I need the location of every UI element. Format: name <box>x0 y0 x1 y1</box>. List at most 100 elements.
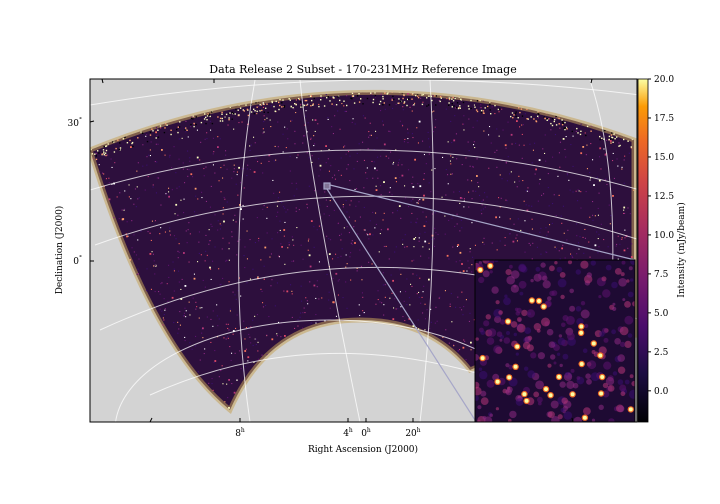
edge-noise <box>426 97 428 99</box>
source-pixel <box>178 138 180 140</box>
edge-noise <box>535 120 537 122</box>
source-pixel <box>428 248 430 250</box>
source-pixel <box>222 237 224 239</box>
source-pixel <box>235 221 237 223</box>
source-pixel <box>379 233 381 235</box>
edge-noise <box>131 141 134 144</box>
source-pixel <box>633 189 634 191</box>
source-pixel <box>382 124 384 126</box>
inset-source <box>579 330 584 335</box>
source-pixel <box>510 171 512 173</box>
inset-source <box>582 415 587 420</box>
source-pixel <box>471 180 473 182</box>
source-pixel <box>572 257 574 259</box>
edge-noise <box>417 96 420 99</box>
source-pixel <box>239 333 241 335</box>
source-pixel <box>187 136 189 138</box>
edge-noise <box>406 104 408 107</box>
edge-noise <box>304 99 306 102</box>
source-pixel <box>290 120 292 122</box>
source-pixel <box>364 229 366 231</box>
edge-noise <box>525 108 528 110</box>
source-pixel <box>343 105 345 107</box>
source-pixel <box>224 198 226 200</box>
edge-noise <box>192 118 194 120</box>
edge-noise <box>146 140 149 143</box>
source-pixel <box>223 196 225 198</box>
source-pixel <box>623 182 625 184</box>
source-pixel <box>480 209 482 211</box>
source-pixel <box>418 296 420 298</box>
source-pixel <box>301 327 303 329</box>
source-pixel <box>412 186 415 188</box>
source-pixel <box>392 163 394 165</box>
edge-noise <box>185 127 187 129</box>
inset-source <box>513 364 518 369</box>
source-pixel <box>340 255 342 257</box>
source-pixel <box>379 301 381 303</box>
inset-connector <box>323 182 636 421</box>
inset-noise <box>540 262 546 268</box>
source-pixel <box>457 244 460 246</box>
inset-noise <box>485 314 491 320</box>
source-pixel <box>173 235 175 237</box>
source-pixel <box>185 131 187 133</box>
source-pixel <box>118 218 120 220</box>
source-pixel <box>532 149 534 151</box>
edge-noise <box>282 99 284 101</box>
source-pixel <box>400 217 402 219</box>
source-pixel <box>354 242 356 244</box>
source-pixel <box>278 256 280 258</box>
inset-noise <box>483 320 490 327</box>
source-pixel <box>371 160 373 162</box>
source-pixel <box>236 254 238 256</box>
source-pixel <box>156 161 158 163</box>
source-pixel <box>255 157 257 159</box>
edge-noise <box>105 154 107 157</box>
source-pixel <box>338 170 340 172</box>
source-pixel <box>404 246 406 248</box>
source-pixel <box>502 129 504 131</box>
source-pixel <box>437 233 439 235</box>
edge-noise <box>476 100 479 102</box>
source-pixel <box>155 127 157 129</box>
source-pixel <box>405 291 407 293</box>
source-pixel <box>372 211 374 213</box>
edge-noise <box>113 141 115 143</box>
edge-noise <box>608 135 611 138</box>
edge-noise <box>228 119 230 121</box>
source-pixel <box>223 164 225 166</box>
source-pixel <box>169 234 171 236</box>
source-pixel <box>434 126 436 128</box>
source-pixel <box>383 314 385 316</box>
source-pixel <box>295 99 297 101</box>
source-pixel <box>411 94 413 96</box>
source-pixel <box>351 121 353 123</box>
source-pixel <box>605 178 607 180</box>
edge-noise <box>439 96 442 98</box>
source-pixel <box>297 154 299 156</box>
source-pixel <box>576 235 578 237</box>
source-pixel <box>199 359 201 361</box>
source-pixel <box>168 187 170 189</box>
source-pixel <box>178 328 180 330</box>
source-pixel <box>505 147 507 149</box>
inset-noise <box>486 379 495 388</box>
source-pixel <box>218 268 220 270</box>
source-pixel <box>296 188 298 190</box>
source-pixel <box>398 205 401 207</box>
source-pixel <box>604 179 606 181</box>
source-pixel <box>326 235 328 237</box>
source-pixel <box>420 255 422 257</box>
source-pixel <box>202 327 204 330</box>
source-pixel <box>193 273 195 275</box>
source-pixel <box>262 106 264 108</box>
source-pixel <box>392 318 395 320</box>
source-pixel <box>282 206 284 208</box>
source-pixel <box>284 221 286 223</box>
source-pixel <box>441 196 443 198</box>
source-pixel <box>283 229 286 231</box>
source-pixel <box>225 260 227 262</box>
source-pixel <box>356 160 358 162</box>
source-pixel <box>359 216 361 218</box>
